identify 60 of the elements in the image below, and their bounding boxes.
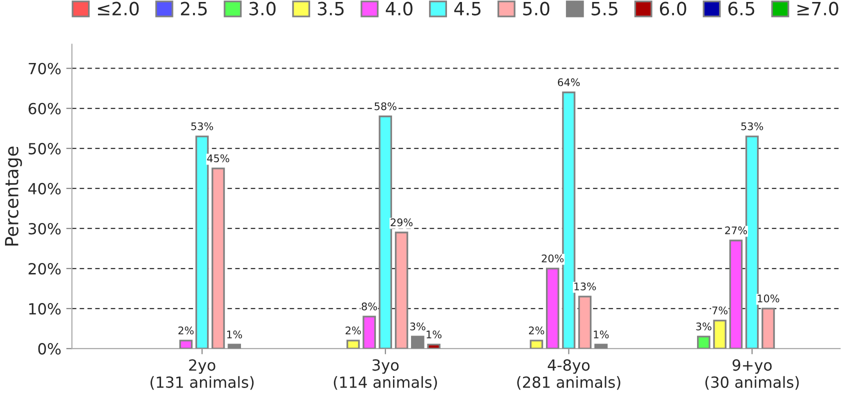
data-label: 53% xyxy=(191,122,214,130)
data-label: 7% xyxy=(712,306,728,314)
bar xyxy=(212,168,225,349)
data-label: 1% xyxy=(227,330,242,338)
y-tick-label: 10% xyxy=(29,303,61,315)
bar xyxy=(346,340,360,349)
bar xyxy=(729,240,743,349)
legend-label: 3.5 xyxy=(318,2,344,16)
data-label: 13% xyxy=(574,282,596,290)
legend-label: 4.5 xyxy=(454,2,481,16)
bar xyxy=(713,320,726,349)
bar xyxy=(179,340,193,349)
legend-label: 6.0 xyxy=(660,2,686,16)
data-label: 1% xyxy=(426,330,442,338)
bar xyxy=(762,308,775,349)
data-label: 29% xyxy=(390,218,413,226)
x-tick-label: 4-8yo (281 animals) xyxy=(517,359,620,390)
bar xyxy=(697,336,710,349)
bar xyxy=(411,336,424,349)
y-tick-label: 30% xyxy=(28,222,61,235)
legend-label: 5.5 xyxy=(592,2,618,16)
legend-label: ≤2.0 xyxy=(98,2,139,16)
y-tick-label: 50% xyxy=(28,142,61,154)
y-tick-label: 60% xyxy=(28,102,61,114)
data-label: 27% xyxy=(725,226,747,234)
data-label: 10% xyxy=(758,294,780,302)
data-label: 58% xyxy=(374,102,396,110)
legend-label: 2.5 xyxy=(180,2,207,16)
data-label: 45% xyxy=(207,154,230,162)
data-label: 2% xyxy=(178,326,194,334)
data-label: 1% xyxy=(594,330,609,338)
bar xyxy=(228,344,241,349)
data-label: 2% xyxy=(346,326,361,334)
x-tick-label: 3yo (114 animals) xyxy=(334,359,437,390)
y-tick-label: 20% xyxy=(28,262,61,275)
data-label: 3% xyxy=(696,322,712,330)
bar xyxy=(594,344,608,349)
x-tick-label: 2yo (131 animals) xyxy=(150,359,254,390)
data-label: 8% xyxy=(362,302,377,310)
legend-label: 4.0 xyxy=(386,2,412,16)
bar xyxy=(427,344,440,349)
bar xyxy=(546,268,560,349)
legend-label: 6.5 xyxy=(728,2,754,16)
data-label: 2% xyxy=(528,326,544,334)
y-tick-label: 0% xyxy=(38,343,61,355)
data-label: 3% xyxy=(410,322,426,330)
y-axis-title: Percentage xyxy=(5,146,22,246)
data-label: 64% xyxy=(558,78,580,86)
bar xyxy=(578,296,592,349)
legend-label: 5.0 xyxy=(523,2,550,16)
legend-label: 3.0 xyxy=(249,2,276,16)
data-label: 20% xyxy=(542,254,564,262)
data-label: 53% xyxy=(741,122,764,130)
bar xyxy=(394,232,408,349)
bar xyxy=(530,340,544,349)
legend-label: ≥7.0 xyxy=(797,2,838,16)
y-tick-label: 40% xyxy=(28,182,61,194)
y-tick-label: 70% xyxy=(28,62,61,74)
x-tick-label: 9+yo (30 animals) xyxy=(705,359,799,390)
bar xyxy=(362,316,376,349)
